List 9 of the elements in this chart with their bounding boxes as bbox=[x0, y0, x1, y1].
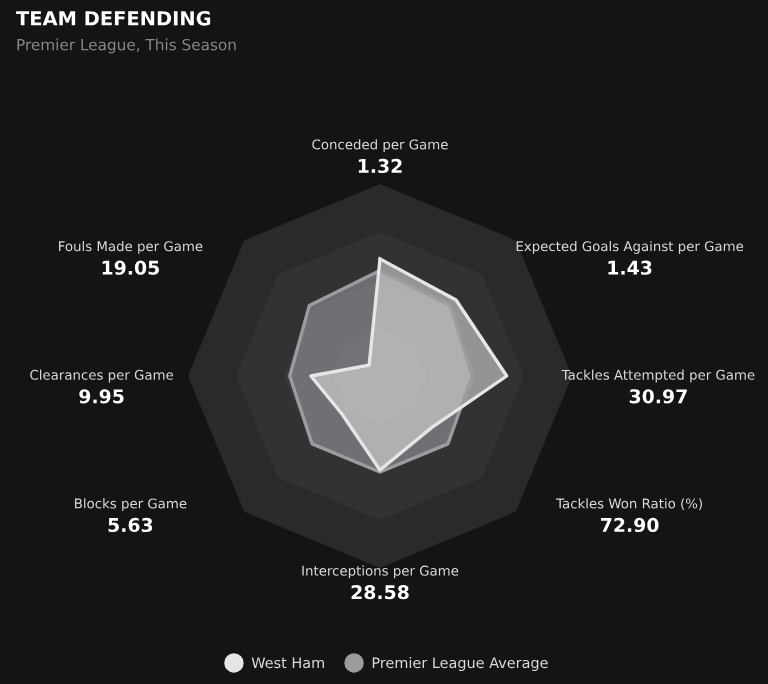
text: 19.05 bbox=[102, 260, 159, 275]
text: 30.97 bbox=[629, 389, 687, 404]
text: 9.95 bbox=[79, 389, 124, 404]
text: 1.32 bbox=[358, 158, 402, 174]
text: 1.43 bbox=[608, 260, 652, 275]
chart-title: TEAM DEFENDING bbox=[16, 10, 211, 26]
text: 72.90 bbox=[600, 517, 659, 533]
text: 28.58 bbox=[351, 585, 409, 600]
text: 5.63 bbox=[108, 517, 153, 533]
